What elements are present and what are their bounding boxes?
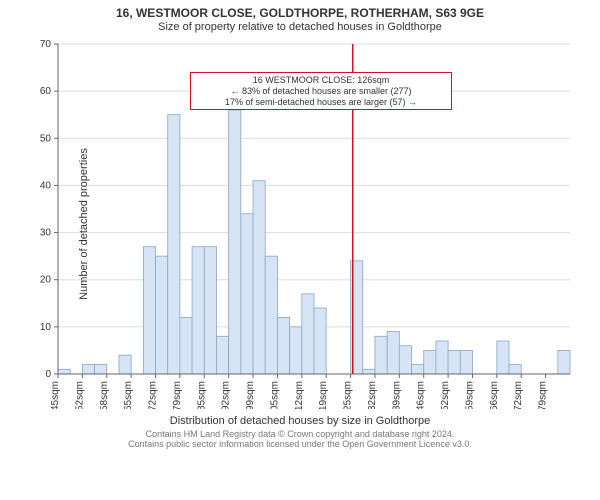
svg-text:85sqm: 85sqm	[196, 381, 207, 409]
histogram-bar	[363, 369, 375, 374]
x-axis-label: Distribution of detached houses by size …	[0, 415, 600, 427]
svg-text:99sqm: 99sqm	[245, 381, 256, 409]
histogram-bar	[95, 364, 107, 373]
histogram-bar	[253, 180, 265, 373]
histogram-bar	[436, 341, 448, 374]
svg-text:65sqm: 65sqm	[123, 381, 134, 409]
svg-text:79sqm: 79sqm	[172, 381, 183, 409]
histogram-bar	[265, 256, 277, 374]
histogram-bar	[143, 246, 155, 373]
histogram-bar	[180, 317, 192, 374]
svg-text:60: 60	[40, 86, 52, 97]
histogram-bar	[156, 256, 168, 374]
histogram-bar	[82, 364, 94, 373]
histogram-bar	[314, 308, 326, 374]
svg-text:92sqm: 92sqm	[221, 381, 232, 409]
svg-text:125sqm: 125sqm	[343, 381, 354, 409]
histogram-bar	[448, 350, 460, 374]
histogram-bar	[216, 336, 228, 374]
svg-text:172sqm: 172sqm	[513, 381, 524, 409]
svg-text:105sqm: 105sqm	[269, 381, 280, 409]
svg-text:146sqm: 146sqm	[416, 381, 427, 409]
histogram-bar	[387, 331, 399, 373]
svg-text:30: 30	[40, 227, 52, 238]
footer-line-1: Contains HM Land Registry data © Crown c…	[0, 429, 600, 439]
histogram-bar	[497, 341, 509, 374]
svg-text:50: 50	[40, 133, 52, 144]
svg-text:10: 10	[40, 322, 52, 333]
svg-text:45sqm: 45sqm	[50, 381, 61, 409]
histogram-bar	[509, 364, 521, 373]
svg-text:72sqm: 72sqm	[148, 381, 159, 409]
footer: Contains HM Land Registry data © Crown c…	[0, 429, 600, 450]
histogram-bar	[192, 246, 204, 373]
histogram-bar	[277, 317, 289, 374]
svg-text:0: 0	[45, 369, 51, 380]
histogram-bar	[558, 350, 570, 374]
histogram-bar	[375, 336, 387, 374]
marker-callout: 16 WESTMOOR CLOSE: 126sqm ← 83% of detac…	[190, 72, 452, 110]
svg-text:152sqm: 152sqm	[440, 381, 451, 409]
svg-text:40: 40	[40, 180, 52, 191]
histogram-bar	[399, 345, 411, 373]
histogram-bar	[302, 294, 314, 374]
svg-text:132sqm: 132sqm	[367, 381, 378, 409]
histogram-bar	[168, 114, 180, 373]
histogram-bar	[412, 364, 424, 373]
histogram-bar	[229, 110, 241, 374]
histogram-bar	[290, 327, 302, 374]
callout-line-2: ← 83% of detached houses are smaller (27…	[195, 86, 447, 97]
callout-line-3: 17% of semi-detached houses are larger (…	[195, 97, 447, 108]
histogram-bar	[58, 369, 70, 374]
page-subtitle: Size of property relative to detached ho…	[0, 21, 600, 39]
y-axis-label: Number of detached properties	[78, 148, 90, 300]
svg-text:179sqm: 179sqm	[538, 381, 549, 409]
svg-text:52sqm: 52sqm	[74, 381, 85, 409]
histogram-bar	[424, 350, 436, 374]
histogram-bar	[460, 350, 472, 374]
histogram-bar	[119, 355, 131, 374]
callout-line-1: 16 WESTMOOR CLOSE: 126sqm	[195, 75, 447, 86]
svg-text:139sqm: 139sqm	[391, 381, 402, 409]
svg-text:159sqm: 159sqm	[464, 381, 475, 409]
svg-text:20: 20	[40, 274, 52, 285]
histogram-bar	[204, 246, 216, 373]
page-title: 16, WESTMOOR CLOSE, GOLDTHORPE, ROTHERHA…	[0, 0, 600, 21]
svg-text:112sqm: 112sqm	[294, 381, 305, 409]
svg-text:119sqm: 119sqm	[318, 381, 329, 409]
svg-text:166sqm: 166sqm	[489, 381, 500, 409]
svg-text:58sqm: 58sqm	[99, 381, 110, 409]
histogram-bar	[241, 213, 253, 373]
footer-line-2: Contains public sector information licen…	[0, 439, 600, 449]
svg-text:70: 70	[40, 39, 52, 50]
